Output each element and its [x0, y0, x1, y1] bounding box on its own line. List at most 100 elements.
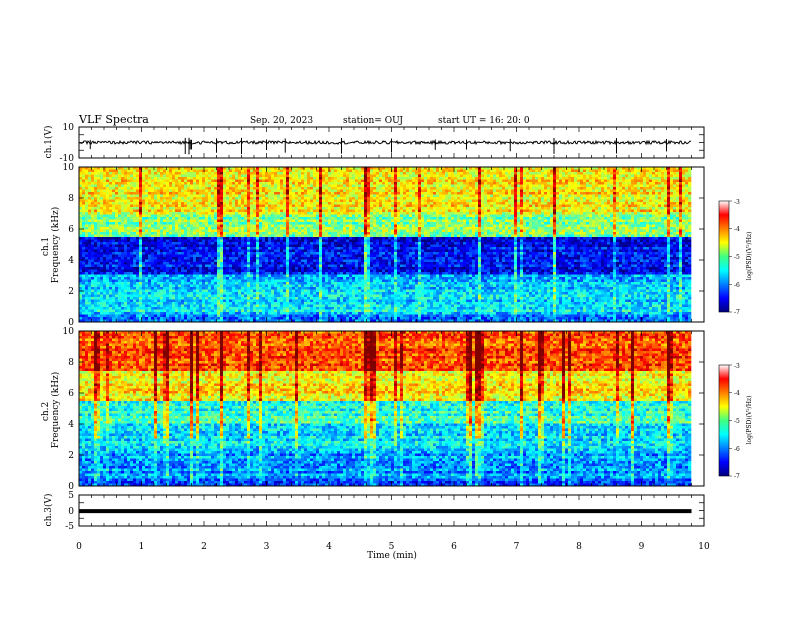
spectrogram-cell: [409, 210, 412, 213]
spectrogram-cell: [181, 172, 184, 175]
spectrogram-cell: [295, 190, 298, 193]
spectrogram-cell: [391, 215, 394, 218]
spectrogram-cell: [508, 185, 511, 188]
spectrogram-cell: [229, 182, 232, 185]
spectrogram-cell: [94, 220, 97, 223]
spectrogram-cell: [580, 170, 583, 173]
spectrogram-cell: [424, 195, 427, 198]
spectrogram-cell: [583, 217, 586, 220]
spectrogram-cell: [511, 207, 514, 210]
spectrogram-cell: [262, 222, 265, 225]
spectrogram-cell: [298, 222, 301, 225]
spectrogram-cell: [337, 192, 340, 195]
spectrogram-cell: [664, 200, 667, 203]
spectrogram-cell: [187, 222, 190, 225]
spectrogram-cell: [550, 172, 553, 175]
spectrogram-cell: [88, 210, 91, 213]
spectrogram-cell: [685, 170, 688, 173]
spectrogram-cell: [361, 207, 364, 210]
spectrogram-cell: [550, 225, 553, 228]
spectrogram-cell: [235, 210, 238, 213]
spectrogram-cell: [652, 195, 655, 198]
spectrogram-cell: [205, 192, 208, 195]
spectrogram-cell: [550, 220, 553, 223]
spectrogram-cell: [523, 197, 526, 200]
spectrogram-cell: [391, 202, 394, 205]
spectrogram-cell: [319, 197, 322, 200]
spectrogram-cell: [601, 195, 604, 198]
spectrogram-cell: [154, 192, 157, 195]
spectrogram-cell: [301, 172, 304, 175]
spectrogram-cell: [508, 170, 511, 173]
spectrogram-cell: [346, 220, 349, 223]
spectrogram-cell: [334, 207, 337, 210]
spectrogram-cell: [448, 197, 451, 200]
spectrogram-cell: [457, 180, 460, 183]
spectrogram-cell: [487, 172, 490, 175]
spectrogram-cell: [547, 197, 550, 200]
spectrogram-cell: [646, 180, 649, 183]
spectrogram-cell: [496, 170, 499, 173]
spectrogram-cell: [457, 222, 460, 225]
spectrogram-cell: [325, 210, 328, 213]
spectrogram-cell: [541, 217, 544, 220]
spectrogram-cell: [409, 180, 412, 183]
spectrogram-cell: [163, 202, 166, 205]
spectrogram-cell: [376, 205, 379, 208]
spectrogram-cell: [478, 172, 481, 175]
spectrogram-cell: [613, 195, 616, 198]
spectrogram-cell: [373, 187, 376, 190]
spectrogram-cell: [112, 212, 115, 215]
spectrogram-cell: [625, 215, 628, 218]
spectrogram-cell: [640, 185, 643, 188]
spectrogram-cell: [682, 172, 685, 175]
spectrogram-cell: [676, 190, 679, 193]
spectrogram-cell: [388, 172, 391, 175]
spectrogram-cell: [175, 185, 178, 188]
spectrogram-cell: [373, 172, 376, 175]
spectrogram-cell: [589, 185, 592, 188]
spectrogram-cell: [544, 192, 547, 195]
spectrogram-cell: [214, 190, 217, 193]
spectrogram-cell: [511, 205, 514, 208]
spectrogram-cell: [682, 192, 685, 195]
spectrogram-cell: [460, 180, 463, 183]
spectrogram-cell: [673, 182, 676, 185]
spectrogram-cell: [664, 192, 667, 195]
spectrogram-cell: [217, 202, 220, 205]
spectrogram-cell: [106, 207, 109, 210]
spectrogram-cell: [244, 205, 247, 208]
spectrogram-cell: [142, 172, 145, 175]
spectrogram-cell: [133, 175, 136, 178]
spectrogram-cell: [190, 180, 193, 183]
spectrogram-cell: [403, 207, 406, 210]
spectrogram-cell: [199, 187, 202, 190]
spectrogram-cell: [370, 197, 373, 200]
spectrogram-cell: [319, 192, 322, 195]
spectrogram-cell: [235, 197, 238, 200]
spectrogram-cell: [397, 177, 400, 180]
spectrogram-cell: [613, 187, 616, 190]
spectrogram-cell: [487, 180, 490, 183]
spectrogram-cell: [259, 212, 262, 215]
spectrogram-cell: [343, 185, 346, 188]
spectrogram-cell: [175, 205, 178, 208]
spectrogram-cell: [133, 185, 136, 188]
spectrogram-cell: [163, 200, 166, 203]
spectrogram-cell: [670, 207, 673, 210]
spectrogram-cell: [451, 222, 454, 225]
spectrogram-cell: [100, 177, 103, 180]
spectrogram-cell: [100, 217, 103, 220]
spectrogram-cell: [439, 192, 442, 195]
spectrogram-cell: [109, 197, 112, 200]
spectrogram-cell: [409, 175, 412, 178]
spectrogram-cell: [316, 197, 319, 200]
spectrogram-cell: [658, 222, 661, 225]
spectrogram-cell: [127, 202, 130, 205]
spectrogram-cell: [628, 210, 631, 213]
spectrogram-cell: [175, 177, 178, 180]
spectrogram-cell: [580, 200, 583, 203]
spectrogram-cell: [484, 180, 487, 183]
spectrogram-cell: [388, 205, 391, 208]
spectrogram-cell: [361, 215, 364, 218]
